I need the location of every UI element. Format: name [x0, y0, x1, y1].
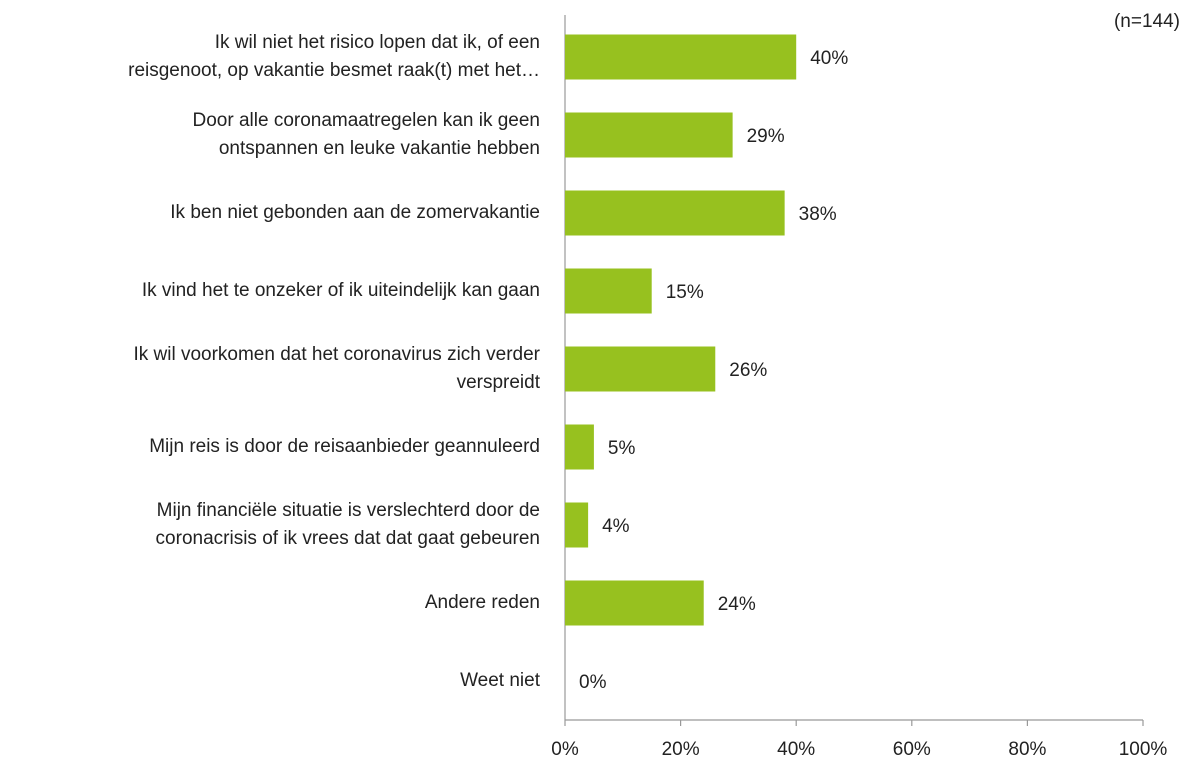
- bar: [565, 502, 589, 548]
- value-label: 5%: [608, 438, 636, 459]
- category-label: Mijn financiële situatie is verslechterd…: [156, 500, 540, 549]
- value-label: 24%: [718, 594, 756, 615]
- bar: [565, 346, 716, 392]
- category-label: Ik wil niet het risico lopen dat ik, of …: [128, 32, 540, 81]
- category-label: Ik ben niet gebonden aan de zomervakanti…: [170, 202, 540, 223]
- value-label: 40%: [810, 48, 848, 69]
- x-tick-label: 0%: [551, 739, 579, 760]
- x-tick-label: 100%: [1119, 739, 1168, 760]
- category-label: Andere reden: [425, 592, 540, 613]
- bar: [565, 34, 797, 80]
- value-label: 4%: [602, 516, 630, 537]
- bar: [565, 268, 652, 314]
- bar: [565, 112, 733, 158]
- x-tick-label: 20%: [662, 739, 700, 760]
- value-label: 0%: [579, 672, 607, 693]
- category-label: Weet niet: [460, 670, 541, 691]
- bar: [565, 424, 594, 470]
- chart-subtitle: (n=144): [1114, 11, 1180, 32]
- category-label: Ik wil voorkomen dat het coronavirus zic…: [133, 344, 540, 393]
- value-label: 38%: [799, 204, 837, 225]
- bar: [565, 580, 704, 626]
- category-label: Door alle coronamaatregelen kan ik geen o…: [193, 110, 541, 159]
- x-tick-label: 60%: [893, 739, 931, 760]
- x-tick-label: 80%: [1008, 739, 1046, 760]
- value-label: 15%: [666, 282, 704, 303]
- category-label: Ik vind het te onzeker of ik uiteindelij…: [142, 280, 540, 301]
- category-label: Mijn reis is door de reisaanbieder geann…: [149, 436, 540, 457]
- value-label: 26%: [729, 360, 767, 381]
- x-tick-label: 40%: [777, 739, 815, 760]
- bar: [565, 190, 785, 236]
- value-label: 29%: [747, 126, 785, 147]
